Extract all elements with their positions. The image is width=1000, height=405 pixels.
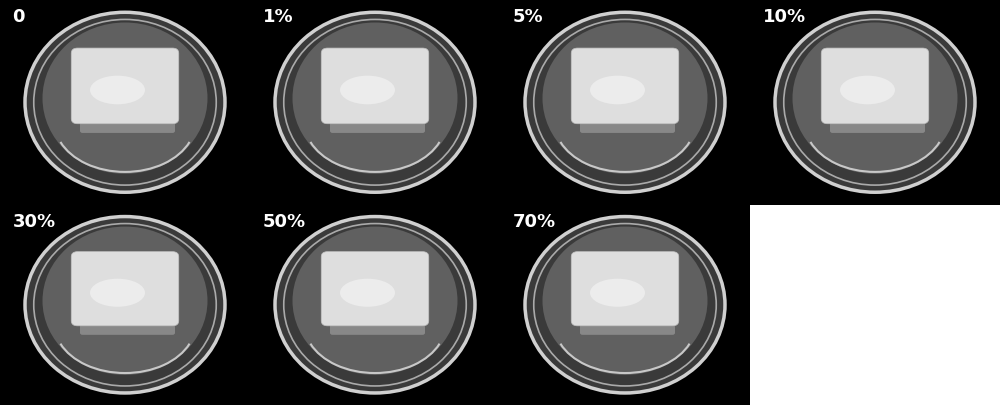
- Ellipse shape: [340, 279, 395, 307]
- Ellipse shape: [590, 76, 645, 104]
- Ellipse shape: [542, 23, 708, 174]
- Text: 0: 0: [12, 8, 25, 26]
- Text: 1%: 1%: [262, 8, 293, 26]
- FancyBboxPatch shape: [71, 252, 179, 326]
- Ellipse shape: [590, 279, 645, 307]
- FancyBboxPatch shape: [571, 252, 679, 326]
- FancyBboxPatch shape: [330, 109, 425, 133]
- Ellipse shape: [25, 12, 225, 192]
- FancyBboxPatch shape: [71, 48, 179, 124]
- Ellipse shape: [585, 55, 665, 76]
- FancyBboxPatch shape: [580, 311, 675, 335]
- FancyBboxPatch shape: [80, 311, 175, 335]
- Text: 70%: 70%: [512, 213, 556, 230]
- FancyBboxPatch shape: [580, 109, 675, 133]
- Ellipse shape: [525, 12, 725, 192]
- Ellipse shape: [835, 55, 915, 76]
- Ellipse shape: [90, 76, 145, 104]
- Ellipse shape: [85, 259, 165, 279]
- Text: 10%: 10%: [763, 8, 806, 26]
- Ellipse shape: [90, 279, 145, 307]
- Ellipse shape: [335, 259, 415, 279]
- Ellipse shape: [42, 23, 208, 174]
- Ellipse shape: [840, 76, 895, 104]
- Ellipse shape: [292, 226, 458, 375]
- FancyBboxPatch shape: [571, 48, 679, 124]
- Text: 5%: 5%: [512, 8, 543, 26]
- Text: 50%: 50%: [262, 213, 306, 230]
- FancyBboxPatch shape: [821, 48, 929, 124]
- FancyBboxPatch shape: [330, 311, 425, 335]
- Ellipse shape: [542, 226, 708, 375]
- Ellipse shape: [340, 76, 395, 104]
- Ellipse shape: [85, 55, 165, 76]
- Ellipse shape: [42, 226, 208, 375]
- Ellipse shape: [275, 217, 475, 393]
- Ellipse shape: [275, 12, 475, 192]
- Text: 30%: 30%: [12, 213, 56, 230]
- Ellipse shape: [292, 23, 458, 174]
- FancyBboxPatch shape: [80, 109, 175, 133]
- FancyBboxPatch shape: [321, 252, 429, 326]
- Ellipse shape: [25, 217, 225, 393]
- FancyBboxPatch shape: [321, 48, 429, 124]
- FancyBboxPatch shape: [830, 109, 925, 133]
- Ellipse shape: [585, 259, 665, 279]
- Ellipse shape: [335, 55, 415, 76]
- Ellipse shape: [775, 12, 975, 192]
- Ellipse shape: [525, 217, 725, 393]
- Ellipse shape: [792, 23, 958, 174]
